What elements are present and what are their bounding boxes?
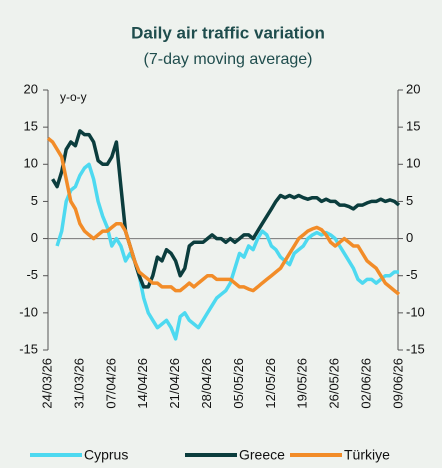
series-line (51, 129, 401, 289)
y2-tick-label: 0 (406, 230, 413, 245)
y-tick-label: 0 (31, 230, 38, 245)
y-tick-label: 10 (24, 156, 38, 171)
x-tick-label: 19/05/26 (295, 358, 310, 409)
series-line (46, 136, 401, 296)
y2-tick-label: 5 (406, 193, 413, 208)
y-tick-label: -5 (26, 267, 38, 282)
chart-subtitle: (7-day moving average) (144, 51, 313, 68)
series-line (55, 162, 399, 341)
y-tick-label: 15 (24, 119, 38, 134)
x-tick-label: 28/04/26 (199, 358, 214, 409)
legend-label: Türkiye (344, 447, 390, 463)
x-tick-label: 07/04/26 (103, 358, 118, 409)
y-tick-label: 5 (31, 193, 38, 208)
x-tick-label: 21/04/26 (167, 358, 182, 409)
x-tick-label: 09/06/26 (390, 358, 405, 409)
chart-title: Daily air traffic variation (131, 23, 325, 42)
y2-tick-label: 10 (406, 156, 420, 171)
x-tick-label: 14/04/26 (135, 358, 150, 409)
legend-label: Greece (239, 447, 285, 463)
x-tick-label: 24/03/26 (39, 358, 54, 409)
y2-tick-label: -10 (406, 304, 425, 319)
x-tick-label: 02/06/26 (359, 358, 374, 409)
x-tick-label: 05/05/26 (231, 358, 246, 409)
legend-label: Cyprus (84, 447, 128, 463)
y2-tick-label: 20 (406, 81, 420, 96)
y2-tick-label: -15 (406, 341, 425, 356)
x-tick-label: 12/05/26 (263, 358, 278, 409)
y-tick-label: -15 (19, 341, 38, 356)
x-tick-label: 26/05/26 (327, 358, 342, 409)
y-tick-label: -10 (19, 304, 38, 319)
x-tick-label: 31/03/26 (71, 358, 86, 409)
y-tick-label: 20 (24, 81, 38, 96)
y2-tick-label: 15 (406, 119, 420, 134)
y-axis-label: y-o-y (60, 90, 87, 104)
y2-tick-label: -5 (406, 267, 418, 282)
